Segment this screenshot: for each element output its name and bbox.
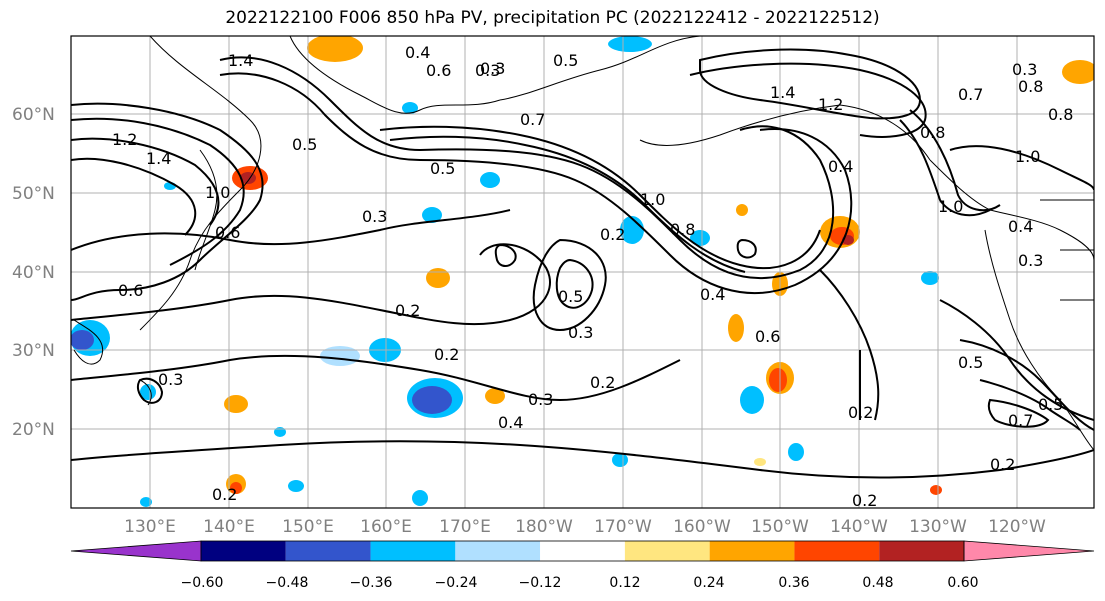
svg-text:0.8: 0.8 bbox=[670, 220, 695, 239]
lat-label: 30°N bbox=[12, 341, 55, 361]
colorbar-segment bbox=[879, 541, 964, 561]
colorbar-segment bbox=[201, 541, 286, 561]
lon-label: 170°E bbox=[439, 517, 491, 537]
colorbar-segment bbox=[963, 540, 1095, 562]
svg-text:1.0: 1.0 bbox=[205, 183, 230, 202]
svg-text:0.7: 0.7 bbox=[520, 110, 545, 129]
svg-text:0.8: 0.8 bbox=[1048, 105, 1073, 124]
colorbar-tick-label: −0.12 bbox=[519, 575, 562, 591]
map-gridlines bbox=[71, 36, 1094, 508]
svg-text:0.7: 0.7 bbox=[958, 85, 983, 104]
colorbar-segment bbox=[285, 541, 371, 561]
lon-label: 130°E bbox=[124, 517, 176, 537]
svg-text:0.4: 0.4 bbox=[405, 43, 430, 62]
colorbar-segment bbox=[70, 540, 202, 562]
svg-text:1.2: 1.2 bbox=[818, 95, 843, 114]
lon-label: 150°E bbox=[282, 517, 334, 537]
svg-text:0.2: 0.2 bbox=[212, 485, 237, 504]
svg-text:0.4: 0.4 bbox=[700, 285, 725, 304]
colorbar-tick-label: −0.36 bbox=[350, 575, 393, 591]
map-title: 2022122100 F006 850 hPa PV, precipitatio… bbox=[225, 8, 880, 28]
colorbar-tick-labels: −0.60 −0.48 −0.36 −0.24 −0.12 0.12 0.24 … bbox=[181, 575, 979, 591]
svg-text:1.2: 1.2 bbox=[112, 130, 137, 149]
svg-text:0.4: 0.4 bbox=[1008, 217, 1033, 236]
colorbar-tick-label: −0.48 bbox=[266, 575, 309, 591]
svg-text:1.4: 1.4 bbox=[228, 51, 253, 70]
colorbar-segment bbox=[624, 541, 710, 561]
svg-text:0.5: 0.5 bbox=[1038, 395, 1063, 414]
svg-text:0.2: 0.2 bbox=[434, 345, 459, 364]
svg-text:0.3: 0.3 bbox=[158, 370, 183, 389]
coastlines bbox=[73, 36, 1094, 451]
svg-text:1.0: 1.0 bbox=[1015, 147, 1040, 166]
lon-label: 120°W bbox=[988, 517, 1046, 537]
svg-text:0.5: 0.5 bbox=[558, 287, 583, 306]
svg-text:0.3: 0.3 bbox=[362, 207, 387, 226]
colorbar-tick-label: 0.48 bbox=[862, 575, 893, 591]
colorbar-segment bbox=[794, 541, 880, 561]
svg-text:0.6: 0.6 bbox=[426, 61, 451, 80]
svg-text:0.2: 0.2 bbox=[990, 455, 1015, 474]
colorbar-tick-label: 0.24 bbox=[693, 575, 724, 591]
colorbar-segment bbox=[709, 541, 795, 561]
colorbar-segment bbox=[370, 541, 456, 561]
svg-text:0.5: 0.5 bbox=[958, 353, 983, 372]
svg-text:0.5: 0.5 bbox=[553, 51, 578, 70]
colorbar-segment bbox=[455, 541, 541, 561]
svg-text:0.3: 0.3 bbox=[475, 61, 500, 80]
svg-text:1.0: 1.0 bbox=[640, 190, 665, 209]
svg-text:1.4: 1.4 bbox=[146, 149, 171, 168]
svg-text:0.3: 0.3 bbox=[528, 390, 553, 409]
svg-text:0.3: 0.3 bbox=[568, 323, 593, 342]
svg-text:0.5: 0.5 bbox=[292, 135, 317, 154]
svg-text:0.2: 0.2 bbox=[395, 301, 420, 320]
svg-text:0.2: 0.2 bbox=[852, 491, 877, 510]
lon-label: 150°W bbox=[751, 517, 809, 537]
precip-shading bbox=[71, 36, 1094, 507]
lon-label: 140°E bbox=[203, 517, 255, 537]
svg-text:0.4: 0.4 bbox=[498, 413, 523, 432]
lat-label: 20°N bbox=[12, 420, 55, 440]
svg-text:0.6: 0.6 bbox=[215, 223, 240, 242]
lat-label: 50°N bbox=[12, 184, 55, 204]
lon-label: 160°W bbox=[673, 517, 731, 537]
lat-label: 40°N bbox=[12, 263, 55, 283]
pv-contours bbox=[71, 48, 1094, 479]
lon-label: 130°W bbox=[909, 517, 967, 537]
colorbar-tick-label: 0.12 bbox=[609, 575, 640, 591]
map-frame bbox=[70, 35, 1095, 509]
svg-text:0.5: 0.5 bbox=[430, 159, 455, 178]
contour-labels: 1.4 1.2 1.4 1.0 0.6 0.5 0.3 0.2 0.2 0.3 … bbox=[112, 43, 1073, 510]
colorbar-tick-label: −0.24 bbox=[435, 575, 478, 591]
svg-text:0.3: 0.3 bbox=[480, 59, 505, 78]
lon-label: 160°E bbox=[360, 517, 412, 537]
lon-label: 180°W bbox=[515, 517, 573, 537]
colorbar-segment bbox=[540, 541, 625, 561]
svg-text:0.8: 0.8 bbox=[1018, 77, 1043, 96]
colorbar-tick-label: −0.60 bbox=[181, 575, 224, 591]
colorbar bbox=[70, 540, 1095, 562]
svg-text:0.2: 0.2 bbox=[848, 403, 873, 422]
latitude-labels: 60°N 50°N 40°N 30°N 20°N bbox=[12, 105, 55, 440]
svg-text:0.6: 0.6 bbox=[755, 327, 780, 346]
svg-text:0.2: 0.2 bbox=[590, 373, 615, 392]
svg-text:0.3: 0.3 bbox=[1018, 251, 1043, 270]
svg-text:0.8: 0.8 bbox=[920, 123, 945, 142]
svg-text:0.6: 0.6 bbox=[118, 281, 143, 300]
colorbar-border bbox=[200, 540, 965, 562]
svg-text:0.3: 0.3 bbox=[1012, 60, 1037, 79]
svg-text:0.2: 0.2 bbox=[600, 225, 625, 244]
svg-text:1.4: 1.4 bbox=[770, 83, 795, 102]
svg-text:0.7: 0.7 bbox=[1008, 411, 1033, 430]
svg-text:1.0: 1.0 bbox=[938, 197, 963, 216]
lat-label: 60°N bbox=[12, 105, 55, 125]
lon-label: 170°W bbox=[594, 517, 652, 537]
lon-label: 140°W bbox=[830, 517, 888, 537]
longitude-labels: 130°E 140°E 150°E 160°E 170°E 180°W 170°… bbox=[124, 517, 1046, 537]
svg-text:0.4: 0.4 bbox=[828, 157, 853, 176]
colorbar-tick-label: 0.60 bbox=[947, 575, 978, 591]
colorbar-tick-label: 0.36 bbox=[778, 575, 809, 591]
